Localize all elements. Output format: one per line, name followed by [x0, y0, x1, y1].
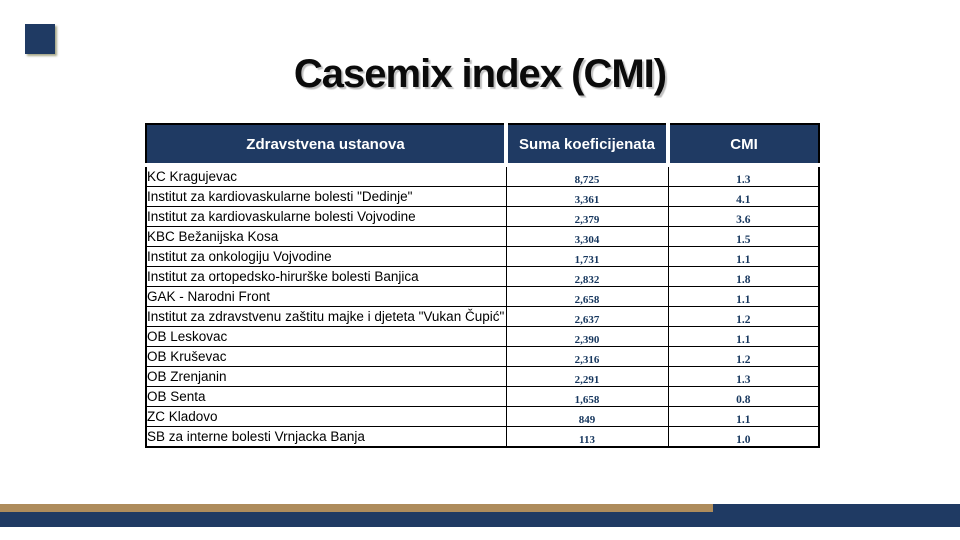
page-title: Casemix index (CMI): [293, 52, 667, 96]
cmi-cell: 1.2: [667, 306, 820, 327]
suma-cell: 849: [505, 406, 669, 427]
column-header-zdravstvena-ustanova: Zdravstvena ustanova: [146, 124, 506, 167]
table-row: OB Kruševac 2,316 1.2: [145, 346, 820, 367]
ustanova-cell: OB Kruševac: [145, 346, 507, 367]
cmi-cell: 0.8: [667, 386, 820, 407]
cmi-cell: 1.1: [667, 246, 820, 267]
table-row: Institut za kardiovaskularne bolesti "De…: [145, 186, 820, 207]
suma-cell: 2,658: [505, 286, 669, 307]
ustanova-cell: Institut za onkologiju Vojvodine: [145, 246, 507, 267]
table-row: OB Leskovac 2,390 1.1: [145, 326, 820, 347]
suma-cell: 2,316: [505, 346, 669, 367]
cmi-cell: 1.0: [667, 426, 820, 448]
table-row: OB Zrenjanin 2,291 1.3: [145, 366, 820, 387]
cmi-cell: 1.1: [667, 326, 820, 347]
suma-cell: 2,379: [505, 206, 669, 227]
cmi-cell: 1.3: [667, 366, 820, 387]
ustanova-cell: KBC Bežanijska Kosa: [145, 226, 507, 247]
ustanova-cell: KC Kragujevac: [145, 164, 507, 187]
ustanova-cell: Institut za kardiovaskularne bolesti "De…: [145, 186, 507, 207]
table-row: KBC Bežanijska Kosa 3,304 1.5: [145, 226, 820, 247]
ustanova-cell: ZC Kladovo: [145, 406, 507, 427]
corner-accent-square: [25, 24, 55, 54]
table-row: ZC Kladovo 849 1.1: [145, 406, 820, 427]
suma-cell: 3,361: [505, 186, 669, 207]
table-row: KC Kragujevac 8,725 1.3: [145, 164, 820, 187]
suma-cell: 2,390: [505, 326, 669, 347]
cmi-cell: 1.2: [667, 346, 820, 367]
ustanova-cell: OB Leskovac: [145, 326, 507, 347]
ustanova-cell: GAK - Narodni Front: [145, 286, 507, 307]
footer-tan-bar: [0, 504, 713, 512]
table-header-row: Zdravstvena ustanova Suma koeficijenata …: [146, 124, 819, 167]
suma-cell: 2,637: [505, 306, 669, 327]
table-row: GAK - Narodni Front 2,658 1.1: [145, 286, 820, 307]
table-row: Institut za onkologiju Vojvodine 1,731 1.1: [145, 246, 820, 267]
ustanova-cell: SB za interne bolesti Vrnjacka Banja: [145, 426, 507, 448]
table-row: Institut za ortopedsko-hirurške bolesti …: [145, 266, 820, 287]
ustanova-cell: OB Zrenjanin: [145, 366, 507, 387]
cmi-table: Zdravstvena ustanova Suma koeficijenata …: [145, 123, 820, 448]
cmi-cell: 1.3: [667, 164, 820, 187]
suma-cell: 2,832: [505, 266, 669, 287]
suma-cell: 1,658: [505, 386, 669, 407]
table-row: Institut za kardiovaskularne bolesti Voj…: [145, 206, 820, 227]
ustanova-cell: Institut za zdravstvenu zaštitu majke i …: [145, 306, 507, 327]
table-body: KC Kragujevac 8,725 1.3 Institut za kardiov…: [145, 164, 820, 448]
ustanova-cell: Institut za kardiovaskularne bolesti Voj…: [145, 206, 507, 227]
table-row: OB Senta 1,658 0.8: [145, 386, 820, 407]
cmi-cell: 3.6: [667, 206, 820, 227]
table-row: SB za interne bolesti Vrnjacka Banja 113 1…: [145, 426, 820, 448]
suma-cell: 3,304: [505, 226, 669, 247]
ustanova-cell: Institut za ortopedsko-hirurške bolesti …: [145, 266, 507, 287]
ustanova-cell: OB Senta: [145, 386, 507, 407]
cmi-cell: 1.1: [667, 286, 820, 307]
suma-cell: 2,291: [505, 366, 669, 387]
footer-navy-bar: [0, 512, 713, 527]
table-row: Institut za zdravstvenu zaštitu majke i …: [145, 306, 820, 327]
footer-navy-block: [713, 504, 960, 527]
cmi-cell: 4.1: [667, 186, 820, 207]
column-header-cmi: CMI: [666, 124, 819, 167]
cmi-cell: 1.5: [667, 226, 820, 247]
suma-cell: 113: [505, 426, 669, 448]
cmi-cell: 1.1: [667, 406, 820, 427]
column-header-suma-koeficijenata: Suma koeficijenata: [504, 124, 668, 167]
suma-cell: 8,725: [505, 164, 669, 187]
suma-cell: 1,731: [505, 246, 669, 267]
cmi-cell: 1.8: [667, 266, 820, 287]
